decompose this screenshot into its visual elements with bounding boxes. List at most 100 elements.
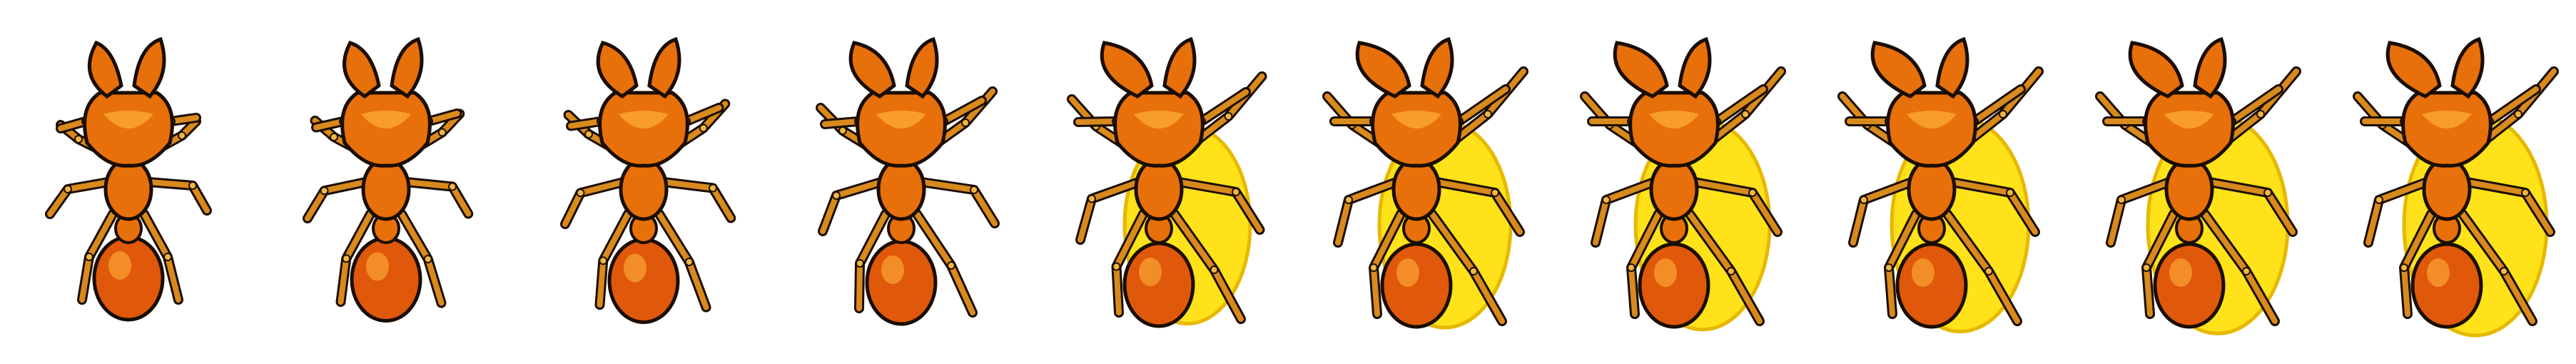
thorax (619, 157, 669, 221)
leg-2-joint (1087, 194, 1096, 203)
leg-2-joint (832, 191, 841, 200)
thorax (876, 157, 926, 221)
abdomen (350, 236, 422, 323)
leg-5-joint (163, 253, 172, 261)
mandible-left (596, 41, 639, 99)
leg-5-joint (1984, 267, 1993, 275)
ant-sprite (560, 36, 736, 324)
ant (816, 36, 1000, 326)
sprite-frame (773, 0, 1030, 364)
head-highlight (2422, 111, 2472, 128)
leg-4-joint (1112, 262, 1121, 271)
abdomen (607, 238, 680, 324)
ant-sprite (1580, 36, 1786, 332)
sprite-frame (1288, 0, 1546, 364)
mandible-right (1162, 36, 1197, 99)
leg-5-joint (947, 261, 955, 270)
abdomen-highlight (881, 256, 904, 284)
mandible-left (1100, 41, 1154, 98)
head (83, 91, 174, 168)
ant (2353, 36, 2559, 338)
leg-4-joint (85, 253, 93, 261)
leg-5-joint (2242, 267, 2251, 275)
leg-4-joint (342, 254, 351, 263)
leg-0-joint (330, 133, 338, 141)
sprite-frame (2061, 0, 2318, 364)
head-highlight (2164, 111, 2214, 128)
ant (2095, 36, 2301, 335)
ant (303, 36, 474, 323)
sprite-frame (258, 0, 515, 364)
abdomen-highlight (1396, 258, 1419, 287)
ant-sprite (303, 36, 474, 323)
leg-5-joint (684, 258, 694, 266)
mandible-left (343, 40, 381, 99)
ant-sprite (1322, 36, 1528, 330)
head-highlight (619, 111, 669, 128)
ant-sprite (1837, 36, 2044, 333)
sprite-frame (1803, 0, 2061, 364)
mandible-left (1613, 41, 1669, 98)
mandible-right (1420, 36, 1454, 99)
ant-sprite (1067, 36, 1267, 328)
ant (560, 36, 736, 324)
thorax (2164, 157, 2214, 221)
leg-2-joint (1602, 196, 1611, 204)
sprite-frame (1030, 0, 1288, 364)
leg-4-joint (1369, 263, 1378, 272)
thorax (1391, 157, 1441, 221)
leg-2-joint (1860, 196, 1868, 204)
leg-3-joint (1748, 188, 1757, 197)
head-highlight (1907, 111, 1957, 128)
head-highlight (876, 111, 926, 128)
mandible-right (905, 36, 939, 99)
mandible-right (2193, 36, 2227, 99)
mandible-right (647, 36, 681, 99)
mandible-left (2385, 41, 2442, 98)
head (340, 91, 432, 168)
leg-3-joint (188, 181, 197, 190)
thorax (361, 157, 411, 221)
mandible-left (2128, 41, 2184, 98)
leg-2-joint (64, 185, 72, 193)
head-highlight (1134, 111, 1184, 128)
leg-2-joint (1344, 196, 1353, 204)
ant (1837, 36, 2044, 333)
leg-4-joint (856, 259, 864, 268)
leg-1-joint (699, 123, 708, 133)
ant-sprite (45, 36, 212, 322)
leg-1-joint (2514, 110, 2522, 118)
ant-sprite (816, 36, 1000, 326)
leg-1-joint (1224, 112, 1233, 121)
leg-3-joint (1491, 188, 1499, 197)
abdomen-highlight (108, 251, 131, 280)
ant-sprite (2353, 36, 2559, 338)
abdomen (1638, 242, 1710, 329)
abdomen-highlight (1139, 258, 1162, 286)
leg-2-joint (2117, 196, 2126, 204)
leg-3-joint (448, 182, 457, 191)
leg-1-joint (961, 118, 970, 127)
mandible-left (848, 41, 896, 98)
sprite-frame (515, 0, 773, 364)
leg-1-joint (1484, 110, 1492, 118)
ant (1322, 36, 1528, 330)
leg-4-joint (599, 256, 608, 266)
head (856, 91, 947, 168)
head-highlight (1649, 111, 1699, 128)
leg-0-joint (838, 126, 847, 135)
leg-3-joint (2521, 188, 2530, 197)
abdomen (1895, 242, 1968, 329)
leg-3-joint (709, 183, 717, 193)
leg-3-joint (2263, 188, 2272, 197)
abdomen (1380, 242, 1453, 329)
abdomen (2153, 242, 2226, 329)
leg-1-joint (1999, 110, 2007, 118)
sprite-frame (2318, 0, 2576, 364)
leg-0-joint (74, 135, 83, 143)
abdomen-highlight (624, 253, 646, 283)
thorax (103, 157, 153, 221)
leg-5-joint (1469, 267, 1478, 275)
leg-5-joint (1210, 266, 1219, 274)
